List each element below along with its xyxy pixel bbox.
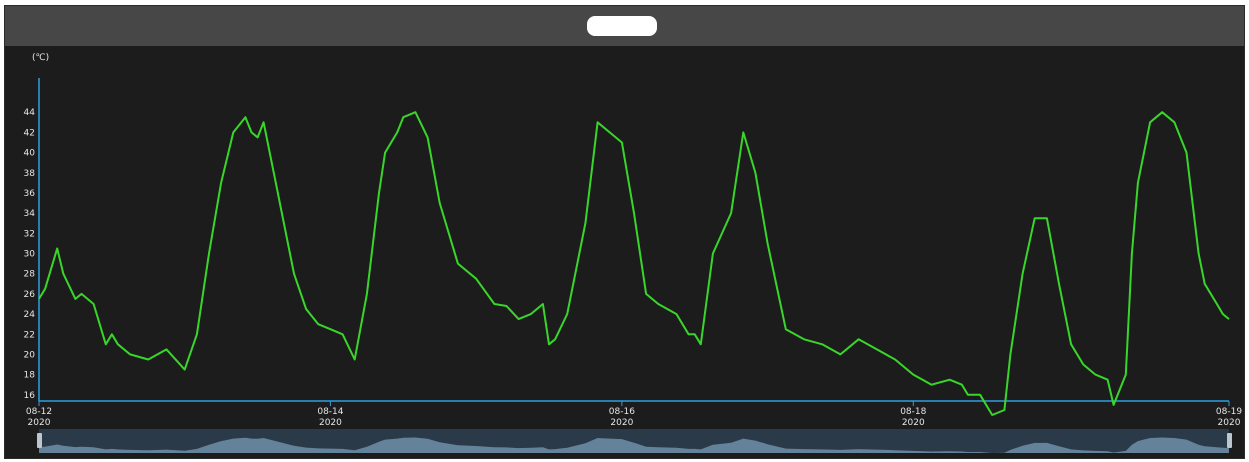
x-tick-year-label: 2020 <box>319 418 342 428</box>
chart-panel <box>4 5 1245 459</box>
y-tick-label: 16 <box>24 391 36 401</box>
y-tick-label: 34 <box>24 209 36 219</box>
y-tick-label: 40 <box>24 149 36 159</box>
x-tick-year-label: 2020 <box>1218 418 1241 428</box>
x-tick-label: 08-19 <box>1216 407 1242 417</box>
y-tick-label: 38 <box>24 169 36 179</box>
range-navigator[interactable] <box>37 429 1232 453</box>
x-tick-label: 08-14 <box>317 407 343 417</box>
y-tick-label: 18 <box>24 371 36 381</box>
y-tick-label: 26 <box>24 290 36 300</box>
navigator-series-area <box>39 437 1229 453</box>
y-tick-label: 44 <box>24 108 36 118</box>
y-axis-unit-label: (℃) <box>32 53 49 63</box>
y-tick-label: 24 <box>24 310 36 320</box>
x-tick-year-label: 2020 <box>902 418 925 428</box>
x-axis-ticks: 08-12202008-14202008-16202008-18202008-1… <box>26 401 1242 428</box>
y-tick-label: 42 <box>24 128 35 138</box>
navigator-right-handle[interactable] <box>1227 433 1232 448</box>
chart-title-bar <box>5 6 1244 46</box>
y-tick-label: 32 <box>24 229 35 239</box>
y-tick-label: 36 <box>24 189 36 199</box>
x-tick-year-label: 2020 <box>610 418 633 428</box>
x-tick-label: 08-18 <box>900 407 926 417</box>
y-tick-label: 22 <box>24 330 35 340</box>
temperature-series-line <box>38 111 1230 416</box>
x-tick-label: 08-16 <box>609 407 635 417</box>
y-tick-label: 30 <box>24 250 36 260</box>
y-tick-label: 28 <box>24 270 36 280</box>
y-axis-ticks: 16 18 20 22 24 26 28 30 32 34 36 38 40 42 44 <box>24 108 36 401</box>
y-tick-label: 20 <box>24 350 36 360</box>
chart-title <box>587 16 657 36</box>
x-tick-year-label: 2020 <box>28 418 51 428</box>
x-tick-label: 08-12 <box>26 407 52 417</box>
navigator-left-handle[interactable] <box>37 433 42 448</box>
